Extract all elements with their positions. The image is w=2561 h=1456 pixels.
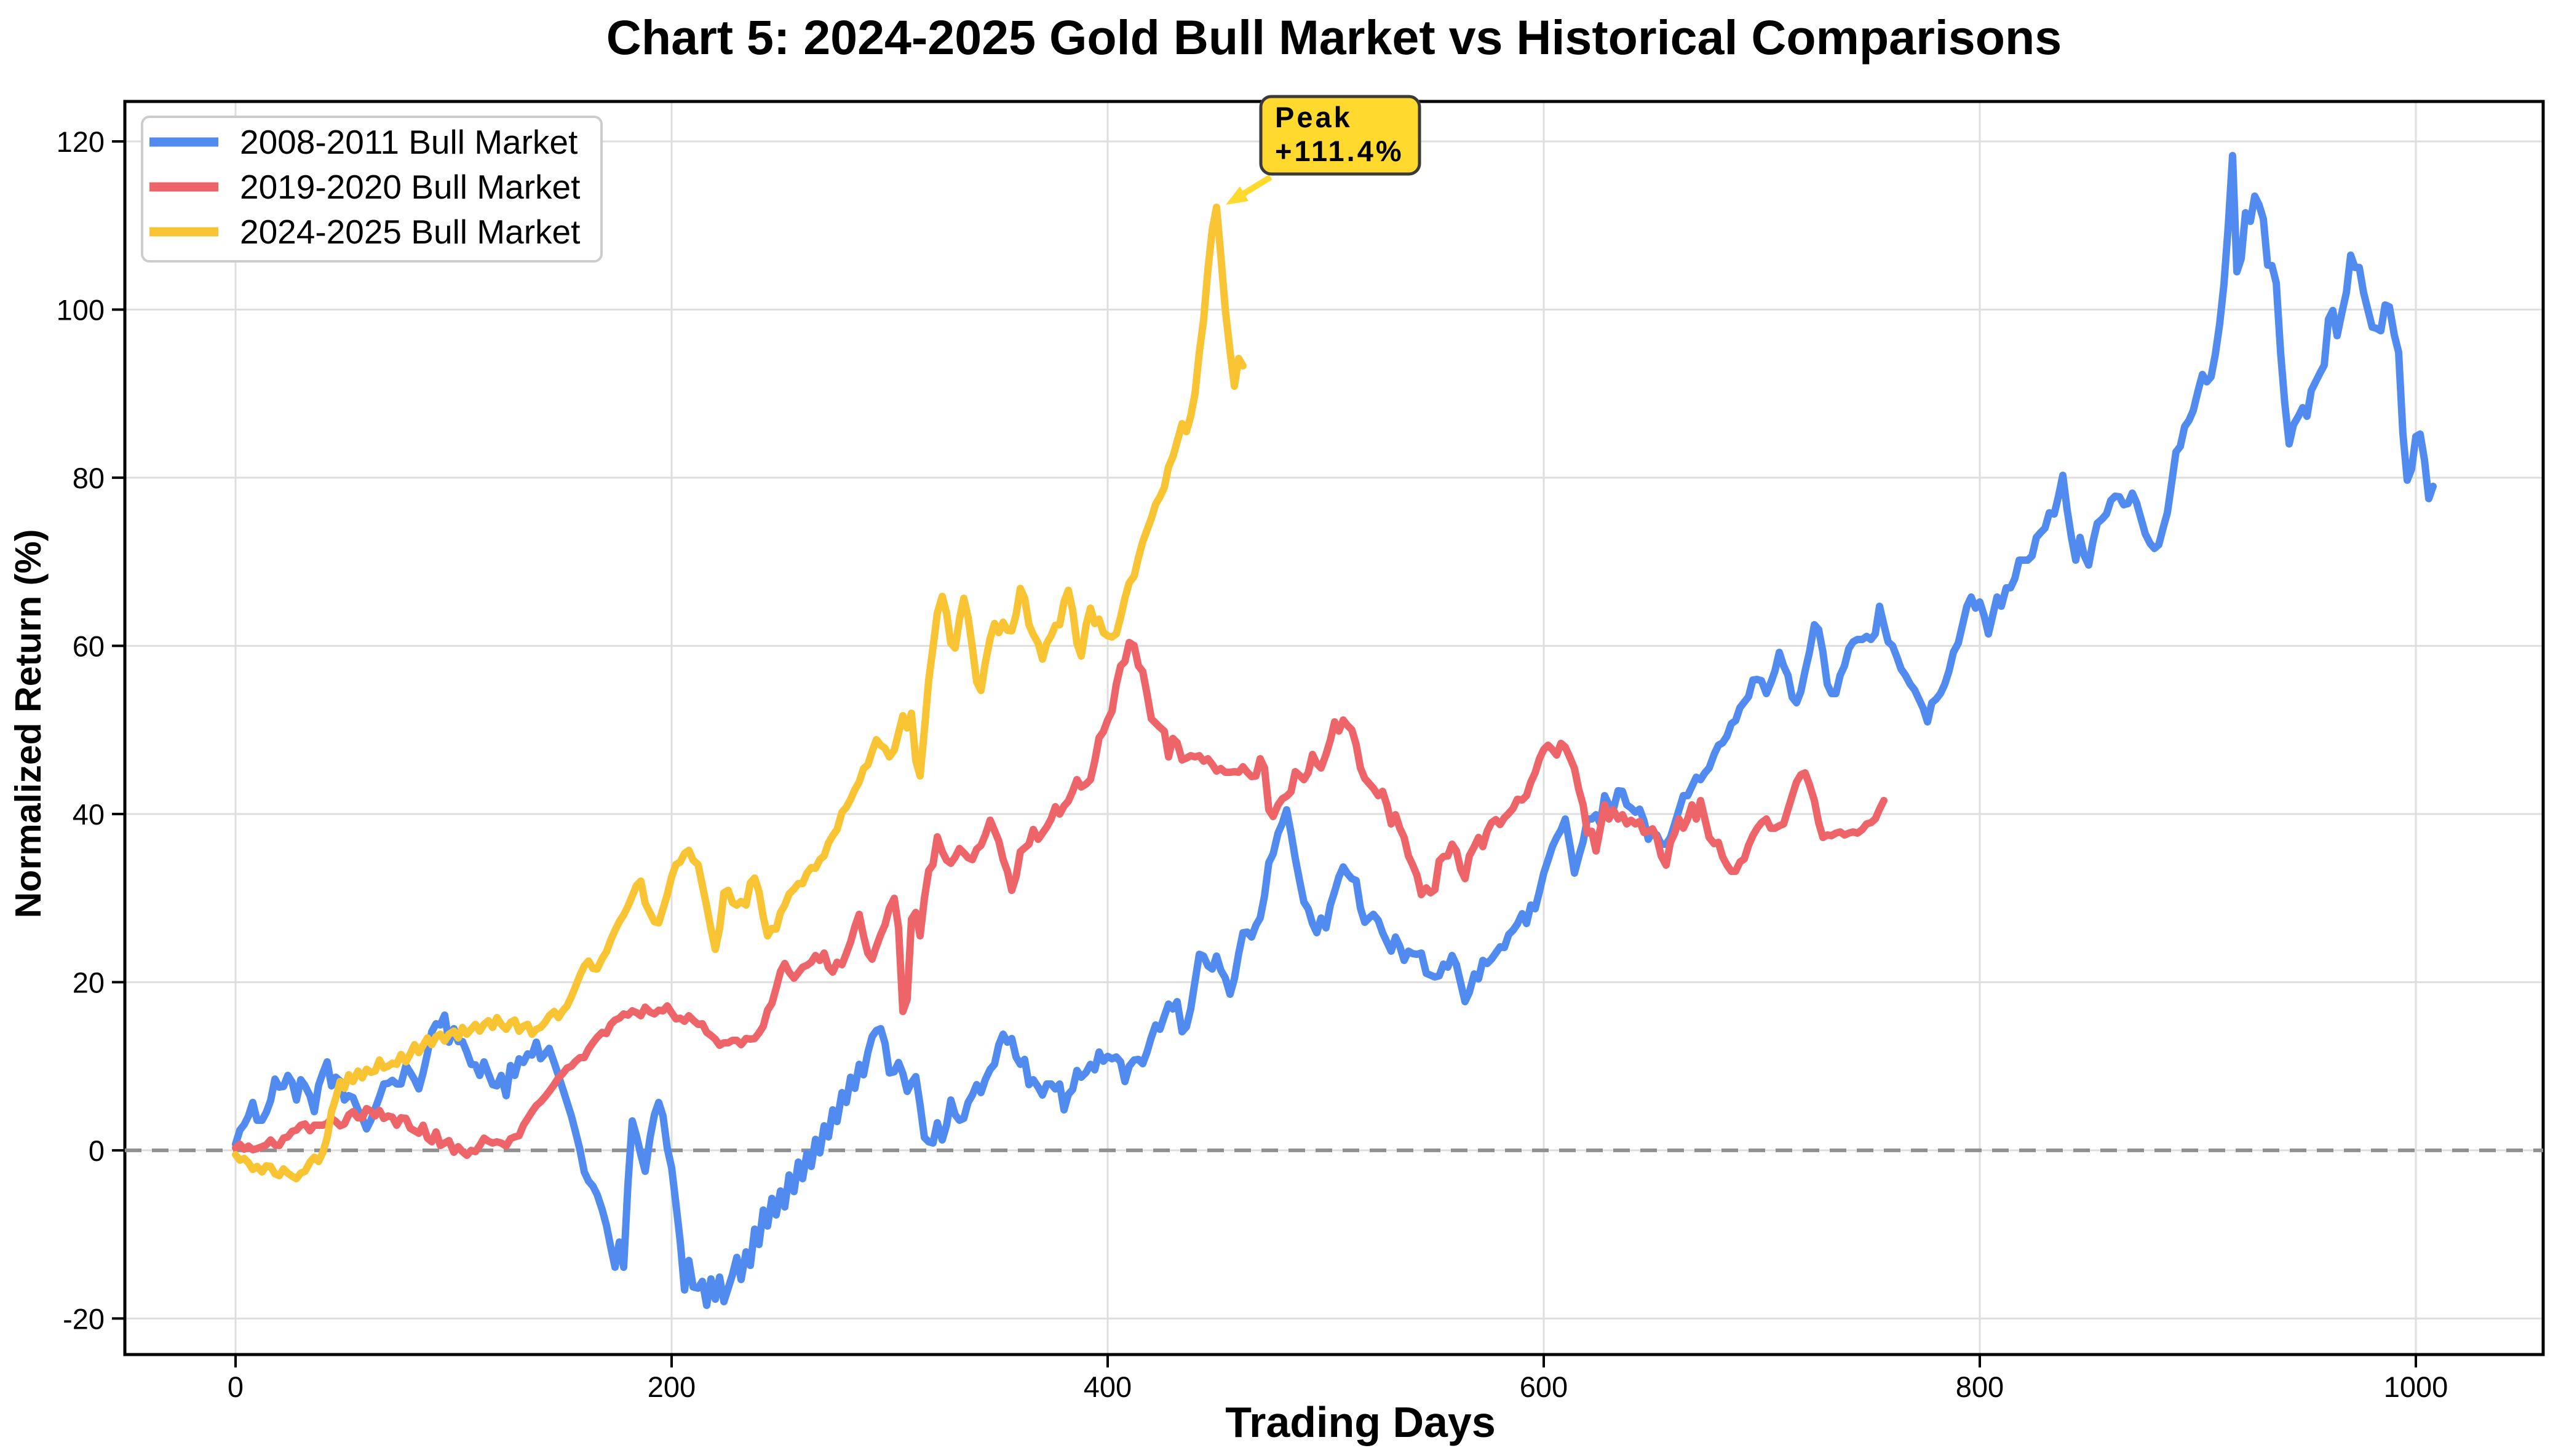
svg-text:120: 120 [57, 125, 105, 158]
svg-text:1000: 1000 [2384, 1371, 2448, 1403]
svg-text:100: 100 [57, 294, 105, 326]
svg-text:2008-2011 Bull Market: 2008-2011 Bull Market [240, 123, 578, 161]
svg-text:Trading Days: Trading Days [1225, 1398, 1496, 1446]
svg-text:0: 0 [228, 1371, 244, 1403]
svg-text:2024-2025 Bull Market: 2024-2025 Bull Market [240, 213, 580, 251]
svg-text:20: 20 [73, 966, 105, 999]
svg-text:80: 80 [73, 462, 105, 494]
svg-text:200: 200 [648, 1371, 696, 1403]
svg-text:Chart 5: 2024-2025 Gold Bull M: Chart 5: 2024-2025 Gold Bull Market vs H… [606, 10, 2062, 65]
svg-text:400: 400 [1084, 1371, 1132, 1403]
svg-text:Peak: Peak [1275, 101, 1352, 133]
svg-text:+111.4%: +111.4% [1275, 135, 1404, 167]
svg-text:60: 60 [73, 630, 105, 662]
svg-text:600: 600 [1520, 1371, 1568, 1403]
svg-text:Normalized Return (%): Normalized Return (%) [8, 529, 49, 919]
svg-text:0: 0 [89, 1134, 105, 1167]
svg-text:40: 40 [73, 798, 105, 831]
svg-text:-20: -20 [63, 1302, 105, 1335]
svg-text:2019-2020 Bull Market: 2019-2020 Bull Market [240, 168, 580, 206]
svg-text:800: 800 [1956, 1371, 2004, 1403]
